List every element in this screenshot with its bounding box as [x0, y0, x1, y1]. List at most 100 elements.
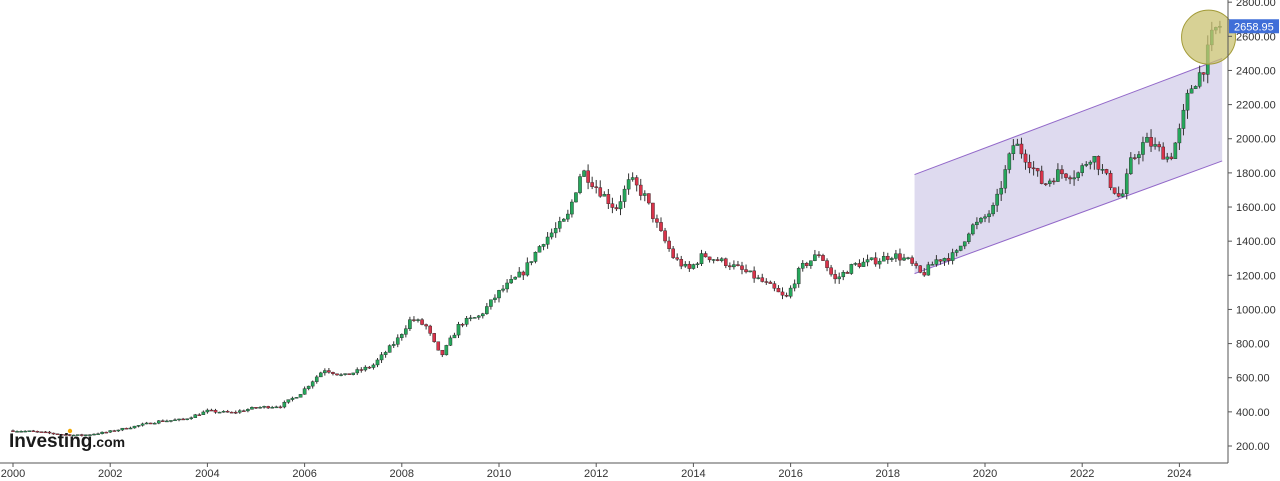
- candle-body-up: [691, 264, 696, 269]
- candle: [242, 409, 246, 412]
- candle: [331, 371, 335, 376]
- candle: [533, 251, 538, 264]
- candle: [80, 433, 84, 437]
- candle-body-up: [999, 187, 1003, 195]
- candle: [209, 408, 214, 412]
- candle-body-up: [294, 397, 299, 399]
- candle-body-up: [140, 423, 145, 426]
- candle: [995, 188, 999, 212]
- candle: [760, 273, 765, 283]
- candle: [432, 332, 437, 343]
- x-tick-label: 2024: [1167, 468, 1191, 480]
- candle: [971, 223, 975, 236]
- candle: [294, 397, 299, 399]
- candle: [71, 434, 76, 437]
- candle-body-down: [229, 411, 234, 414]
- candle-body-up: [967, 233, 971, 242]
- candle-body-up: [545, 236, 550, 245]
- candle: [610, 197, 615, 214]
- x-tick-label: 2006: [292, 468, 316, 480]
- candle: [1035, 167, 1040, 177]
- candle-body-up: [1092, 156, 1097, 163]
- candle: [363, 365, 368, 372]
- candle: [379, 352, 384, 364]
- candle-body-up: [1080, 165, 1084, 173]
- logo-wordmark: Investing.com: [9, 431, 125, 452]
- candle-body-up: [310, 381, 315, 387]
- y-tick-label: 1400.00: [1236, 236, 1276, 248]
- candle: [177, 418, 181, 422]
- candle-body-up: [71, 434, 76, 437]
- candle: [1007, 152, 1012, 174]
- candle: [1149, 129, 1153, 152]
- candle-body-up: [404, 328, 408, 335]
- candle: [517, 267, 522, 278]
- candle: [254, 406, 258, 409]
- candle: [967, 232, 971, 244]
- candle: [699, 249, 704, 266]
- candle-body-up: [954, 250, 959, 253]
- candle-body-up: [286, 399, 291, 403]
- candle: [144, 421, 149, 425]
- logo-text: Investing: [9, 431, 92, 452]
- candle: [395, 334, 400, 348]
- candle: [541, 243, 546, 251]
- candle: [991, 202, 995, 217]
- candle-body-up: [408, 319, 412, 329]
- y-tick-label: 1200.00: [1236, 270, 1276, 282]
- candle-body-up: [75, 434, 80, 436]
- candle-body-down: [1060, 169, 1064, 175]
- candle: [1112, 187, 1117, 195]
- candle-body-down: [412, 319, 416, 321]
- candle: [201, 410, 206, 415]
- candle-body-up: [509, 279, 513, 284]
- candle-body-up: [193, 414, 198, 418]
- candle-body-down: [43, 431, 48, 434]
- candle: [205, 408, 210, 414]
- candle-body-up: [849, 264, 854, 274]
- candle-body-up: [622, 188, 627, 202]
- candle-body-down: [780, 291, 785, 296]
- candle: [683, 261, 688, 268]
- candle: [736, 260, 740, 267]
- candle-body-down: [347, 373, 351, 375]
- candle: [979, 216, 983, 224]
- logo-domain: .com: [92, 434, 125, 450]
- candle-body-down: [914, 263, 918, 266]
- candle-body-up: [881, 256, 886, 262]
- candle: [707, 256, 712, 263]
- candle-body-up: [517, 271, 522, 278]
- candle: [152, 422, 157, 425]
- candle-body-up: [270, 407, 275, 409]
- candle-body-up: [626, 179, 631, 190]
- candle: [756, 274, 760, 280]
- candle-body-up: [630, 177, 635, 180]
- candle-body-up: [165, 420, 169, 423]
- candle-body-up: [869, 257, 874, 260]
- candle-body-down: [428, 325, 432, 334]
- candle: [562, 218, 566, 222]
- candle-body-up: [497, 290, 501, 299]
- candle-body-up: [464, 318, 469, 325]
- candle: [1019, 137, 1024, 159]
- candle-body-up: [108, 430, 112, 433]
- candle: [225, 409, 230, 413]
- candle-body-up: [1056, 169, 1060, 182]
- candle: [314, 375, 319, 384]
- candle-body-up: [306, 385, 311, 389]
- candle-body-up: [217, 411, 222, 414]
- candle-body-up: [1185, 92, 1190, 111]
- candle: [602, 191, 607, 197]
- candle: [1056, 163, 1060, 182]
- channel-lower-line: [914, 160, 1223, 275]
- candle-body-up: [1181, 109, 1186, 129]
- candle-body-up: [958, 245, 963, 251]
- last-price-box: [1229, 19, 1279, 34]
- candle-body-down: [1201, 72, 1206, 75]
- candle-body-down: [1096, 156, 1101, 170]
- candle: [1133, 153, 1137, 161]
- candle-body-down: [651, 202, 655, 219]
- candle-body-up: [930, 264, 935, 266]
- candle-body-up: [489, 299, 493, 307]
